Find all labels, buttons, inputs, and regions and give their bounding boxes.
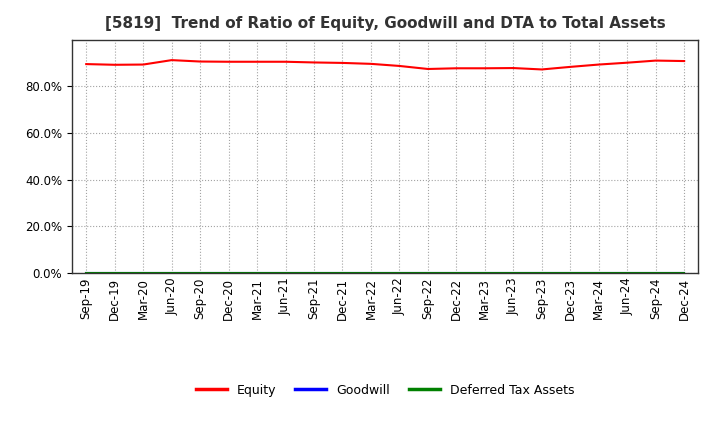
Line: Equity: Equity [86, 60, 684, 70]
Deferred Tax Assets [566, 270, 575, 275]
Goodwill [225, 270, 233, 275]
Goodwill [310, 270, 318, 275]
Equity [452, 66, 461, 71]
Equity [595, 62, 603, 67]
Goodwill [338, 270, 347, 275]
Equity [652, 58, 660, 63]
Equity [395, 63, 404, 69]
Deferred Tax Assets [110, 270, 119, 275]
Goodwill [423, 270, 432, 275]
Deferred Tax Assets [595, 270, 603, 275]
Deferred Tax Assets [167, 270, 176, 275]
Goodwill [253, 270, 261, 275]
Title: [5819]  Trend of Ratio of Equity, Goodwill and DTA to Total Assets: [5819] Trend of Ratio of Equity, Goodwil… [105, 16, 665, 32]
Goodwill [395, 270, 404, 275]
Goodwill [196, 270, 204, 275]
Deferred Tax Assets [82, 270, 91, 275]
Deferred Tax Assets [452, 270, 461, 275]
Equity [338, 60, 347, 66]
Deferred Tax Assets [338, 270, 347, 275]
Legend: Equity, Goodwill, Deferred Tax Assets: Equity, Goodwill, Deferred Tax Assets [191, 379, 580, 402]
Deferred Tax Assets [537, 270, 546, 275]
Equity [282, 59, 290, 64]
Equity [423, 66, 432, 72]
Deferred Tax Assets [310, 270, 318, 275]
Equity [623, 60, 631, 65]
Goodwill [110, 270, 119, 275]
Deferred Tax Assets [423, 270, 432, 275]
Equity [139, 62, 148, 67]
Equity [509, 66, 518, 71]
Deferred Tax Assets [680, 270, 688, 275]
Equity [196, 59, 204, 64]
Deferred Tax Assets [509, 270, 518, 275]
Equity [537, 67, 546, 72]
Equity [680, 59, 688, 64]
Goodwill [452, 270, 461, 275]
Deferred Tax Assets [282, 270, 290, 275]
Equity [167, 58, 176, 63]
Goodwill [509, 270, 518, 275]
Goodwill [480, 270, 489, 275]
Goodwill [595, 270, 603, 275]
Equity [110, 62, 119, 67]
Deferred Tax Assets [623, 270, 631, 275]
Goodwill [167, 270, 176, 275]
Equity [310, 60, 318, 65]
Equity [253, 59, 261, 64]
Deferred Tax Assets [395, 270, 404, 275]
Goodwill [623, 270, 631, 275]
Deferred Tax Assets [225, 270, 233, 275]
Goodwill [566, 270, 575, 275]
Goodwill [652, 270, 660, 275]
Deferred Tax Assets [139, 270, 148, 275]
Deferred Tax Assets [652, 270, 660, 275]
Equity [366, 61, 375, 66]
Equity [566, 64, 575, 70]
Goodwill [282, 270, 290, 275]
Deferred Tax Assets [366, 270, 375, 275]
Deferred Tax Assets [196, 270, 204, 275]
Equity [82, 62, 91, 67]
Deferred Tax Assets [480, 270, 489, 275]
Goodwill [82, 270, 91, 275]
Goodwill [537, 270, 546, 275]
Deferred Tax Assets [253, 270, 261, 275]
Goodwill [139, 270, 148, 275]
Goodwill [366, 270, 375, 275]
Equity [480, 66, 489, 71]
Goodwill [680, 270, 688, 275]
Equity [225, 59, 233, 64]
